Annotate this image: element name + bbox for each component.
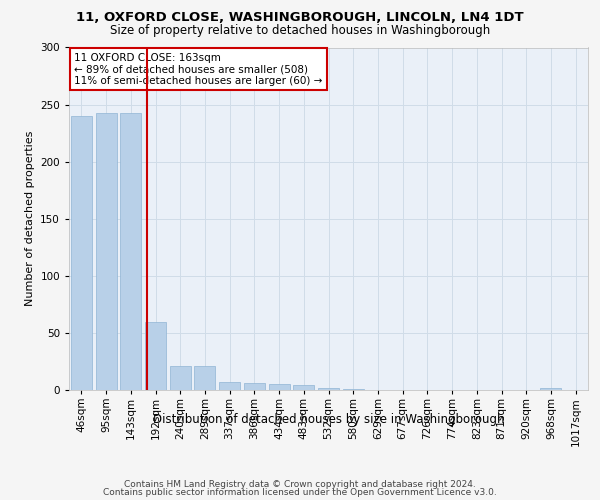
Text: 11 OXFORD CLOSE: 163sqm
← 89% of detached houses are smaller (508)
11% of semi-d: 11 OXFORD CLOSE: 163sqm ← 89% of detache…: [74, 52, 323, 86]
Bar: [71, 116, 92, 390]
Bar: [293, 386, 314, 390]
Bar: [145, 322, 166, 390]
Bar: [541, 388, 562, 390]
Bar: [194, 366, 215, 390]
Bar: [95, 112, 116, 390]
Bar: [120, 112, 141, 390]
Bar: [244, 383, 265, 390]
Text: Size of property relative to detached houses in Washingborough: Size of property relative to detached ho…: [110, 24, 490, 37]
Bar: [343, 389, 364, 390]
Bar: [269, 384, 290, 390]
Y-axis label: Number of detached properties: Number of detached properties: [25, 131, 35, 306]
Text: Contains public sector information licensed under the Open Government Licence v3: Contains public sector information licen…: [103, 488, 497, 497]
Bar: [219, 382, 240, 390]
Text: Contains HM Land Registry data © Crown copyright and database right 2024.: Contains HM Land Registry data © Crown c…: [124, 480, 476, 489]
Bar: [170, 366, 191, 390]
Bar: [318, 388, 339, 390]
Text: 11, OXFORD CLOSE, WASHINGBOROUGH, LINCOLN, LN4 1DT: 11, OXFORD CLOSE, WASHINGBOROUGH, LINCOL…: [76, 11, 524, 24]
Text: Distribution of detached houses by size in Washingborough: Distribution of detached houses by size …: [153, 412, 505, 426]
